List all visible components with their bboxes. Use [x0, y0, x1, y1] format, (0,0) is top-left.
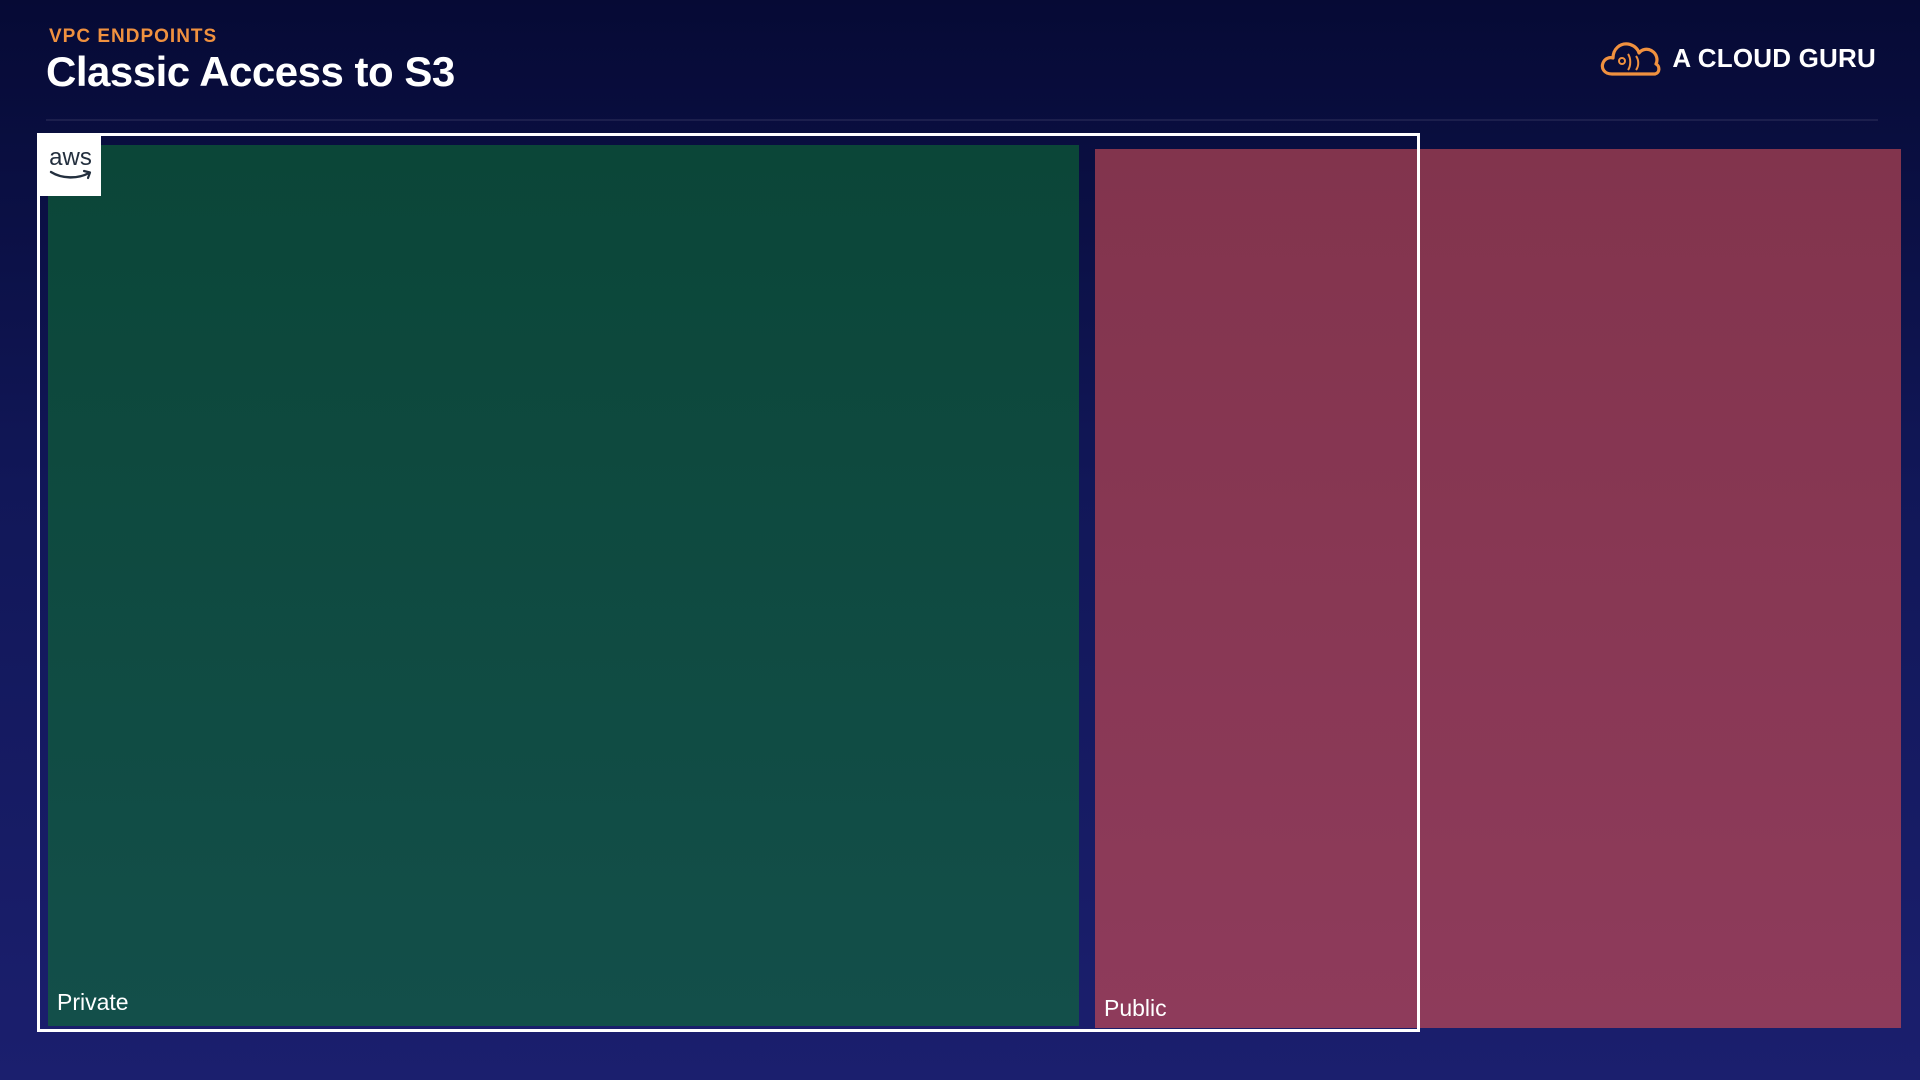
private-subnet-label: Private [57, 989, 129, 1015]
aws-logo: aws [40, 136, 101, 196]
slide-title: Classic Access to S3 [46, 48, 455, 95]
private-subnet: Private [48, 145, 1079, 1026]
aws-cloud-boundary: aws [37, 133, 1420, 1032]
slide-eyebrow: VPC ENDPOINTS [49, 26, 218, 47]
brand-name: A CLOUD GURU [1672, 42, 1876, 73]
header-divider [46, 119, 1878, 121]
aws-logo-icon [49, 169, 91, 180]
aws-logo-text: aws [49, 144, 92, 171]
public-subnet: Public [1095, 149, 1901, 1028]
public-subnet-label: Public [1104, 995, 1167, 1021]
cloud-icon [1601, 42, 1661, 76]
brand-logo: A CLOUD GURU [1598, 36, 1876, 80]
